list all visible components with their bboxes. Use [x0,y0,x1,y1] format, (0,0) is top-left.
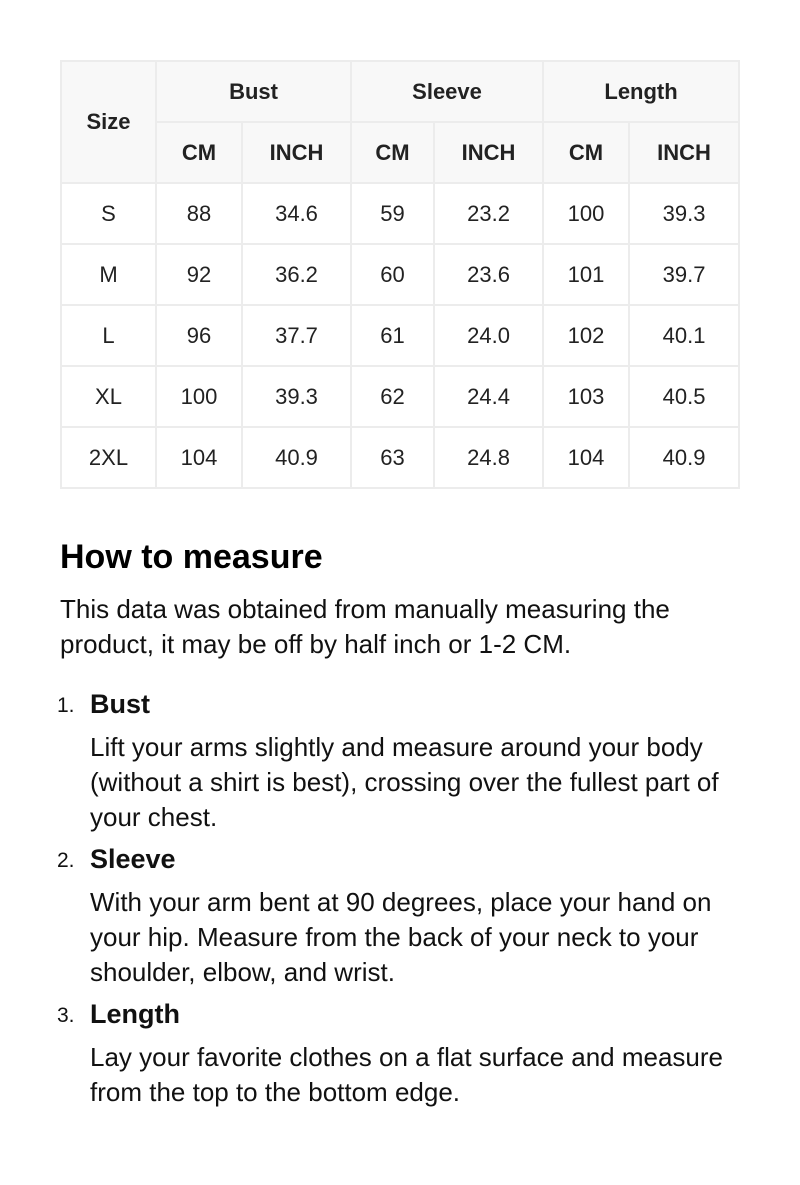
value-cell: 40.5 [628,365,741,428]
value-cell: 24.0 [433,304,545,367]
size-cell: L [60,304,157,367]
value-cell: 101 [542,243,631,306]
value-cell: 40.9 [628,426,741,489]
table-row: L 96 37.7 61 24.0 102 40.1 [60,304,741,367]
value-cell: 23.2 [433,182,545,245]
value-cell: 60 [350,243,436,306]
bust-header: Bust [154,60,353,123]
value-cell: 23.6 [433,243,545,306]
value-cell: 103 [542,365,631,428]
measure-steps: 1. Bust Lift your arms slightly and measur… [57,686,760,1116]
value-cell: 92 [155,243,243,306]
intro-text: This data was obtained from manually mea… [60,594,670,659]
value-cell: 96 [155,304,243,367]
unit-header: INCH [628,121,741,184]
size-header: Size [60,60,157,184]
step-sleeve: 2. Sleeve With your arm bent at 90 degrees… [57,841,760,990]
step-number: 1. [57,694,75,717]
section-title: How to measure [60,538,323,576]
table-row: 2XL 104 40.9 63 24.8 104 40.9 [60,426,741,489]
value-cell: 61 [350,304,436,367]
value-cell: 104 [542,426,631,489]
value-cell: 59 [350,182,436,245]
step-number: 3. [57,1004,75,1027]
length-header: Length [542,60,741,123]
step-number: 2. [57,849,75,872]
step-bust: 1. Bust Lift your arms slightly and measur… [57,686,760,835]
value-cell: 63 [350,426,436,489]
size-chart-table: Size Bust Sleeve Length CM INCH CM INCH … [60,60,741,489]
value-cell: 34.6 [240,182,353,245]
step-text: Lay your favorite clothes on a flat surf… [90,1042,724,1107]
unit-header: INCH [240,121,353,184]
size-cell: XL [60,365,157,428]
value-cell: 39.3 [628,182,741,245]
unit-header: CM [155,121,243,184]
value-cell: 100 [155,365,243,428]
value-cell: 24.4 [433,365,545,428]
value-cell: 40.1 [628,304,741,367]
table-row: M 92 36.2 60 23.6 101 39.7 [60,243,741,306]
size-cell: M [60,243,157,306]
value-cell: 24.8 [433,426,545,489]
step-text: With your arm bent at 90 degrees, place … [90,887,712,987]
table-row: XL 100 39.3 62 24.4 103 40.5 [60,365,741,428]
sleeve-header: Sleeve [350,60,545,123]
value-cell: 39.7 [628,243,741,306]
value-cell: 102 [542,304,631,367]
value-cell: 39.3 [240,365,353,428]
step-title: Length [90,999,180,1029]
value-cell: 40.9 [240,426,353,489]
step-text: Lift your arms slightly and measure arou… [90,732,719,832]
step-length: 3. Length Lay your favorite clothes on a f… [57,996,760,1110]
size-cell: 2XL [60,426,157,489]
step-title: Sleeve [90,844,176,874]
unit-header: INCH [433,121,545,184]
table-row: S 88 34.6 59 23.2 100 39.3 [60,182,741,245]
value-cell: 100 [542,182,631,245]
step-title: Bust [90,689,150,719]
value-cell: 88 [155,182,243,245]
unit-header: CM [350,121,436,184]
value-cell: 104 [155,426,243,489]
value-cell: 62 [350,365,436,428]
unit-header: CM [542,121,631,184]
value-cell: 37.7 [240,304,353,367]
value-cell: 36.2 [240,243,353,306]
size-cell: S [60,182,157,245]
